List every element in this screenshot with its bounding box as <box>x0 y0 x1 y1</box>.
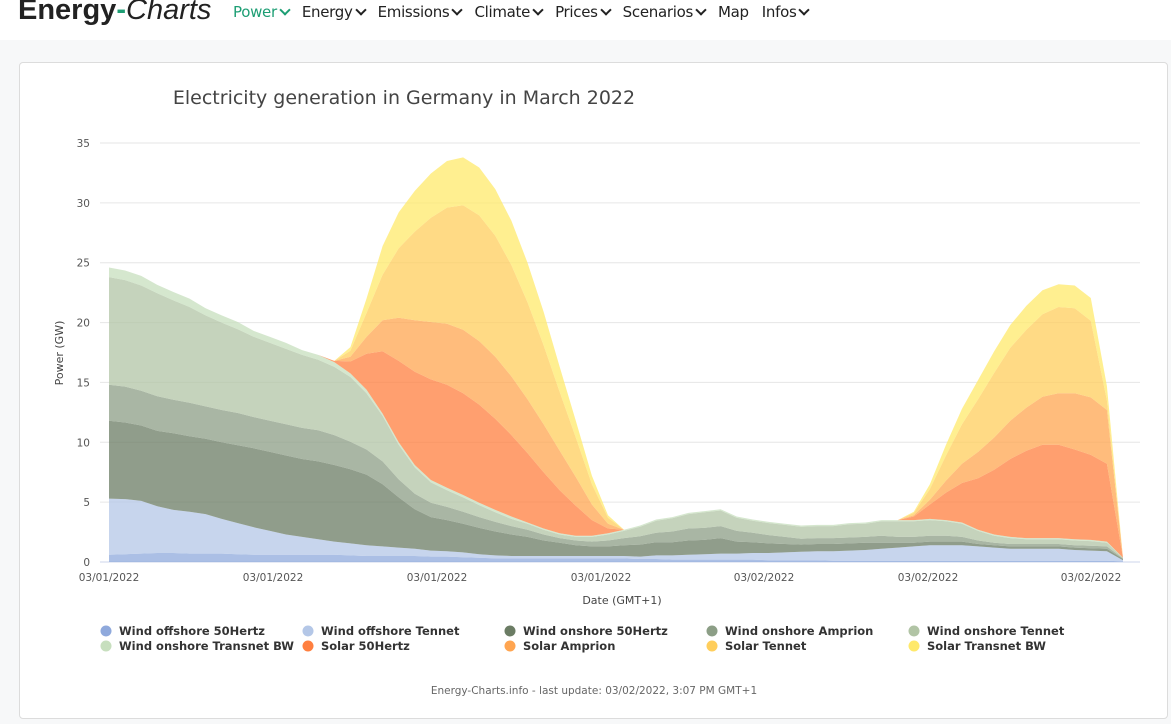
y-tick-label: 20 <box>77 318 90 330</box>
y-tick-label: 35 <box>77 138 90 150</box>
y-axis-ticks: 0 5 10 15 20 25 30 35 <box>77 138 90 569</box>
y-tick-label: 30 <box>77 198 90 210</box>
nav-item-label: Prices <box>555 3 598 21</box>
y-axis-label: Power (GW) <box>53 321 66 386</box>
legend-label: Solar Amprion <box>523 639 615 653</box>
top-navbar: Energy-Charts Power Energy Emissions Climat… <box>0 0 1171 40</box>
chevron-down-icon <box>354 3 367 16</box>
legend-swatch-icon <box>706 625 718 637</box>
chart-card: Electricity generation in Germany in Mar… <box>19 62 1168 719</box>
nav-item-label: Climate <box>474 3 531 21</box>
x-axis-label: Date (GMT+1) <box>582 594 661 607</box>
legend-item[interactable]: Wind onshore Amprion <box>706 624 874 638</box>
nav-item-emissions[interactable]: Emissions <box>377 3 464 21</box>
area-wind-offshore-tennet[interactable] <box>109 498 1123 562</box>
logo-main: Energy <box>18 0 117 26</box>
x-tick-label: 03/01/2022 <box>243 572 304 584</box>
area-wind-onshore-tennet[interactable] <box>109 277 1123 559</box>
x-tick-label: 03/02/2022 <box>1061 572 1122 584</box>
chevron-down-icon <box>695 3 707 16</box>
legend-label: Solar 50Hertz <box>321 639 410 653</box>
legend-swatch-icon <box>706 640 718 652</box>
nav-item-energy[interactable]: Energy <box>301 3 367 21</box>
logo[interactable]: Energy-Charts <box>18 0 211 27</box>
area-wind-offshore-50hertz[interactable] <box>109 553 1123 562</box>
legend-label: Wind onshore 50Hertz <box>523 624 668 638</box>
chart-svg: Electricity generation in Germany in Mar… <box>53 87 1140 697</box>
legend-label: Wind onshore Amprion <box>725 624 873 638</box>
chevron-down-icon <box>451 3 464 16</box>
nav-item-label: Infos <box>761 3 797 21</box>
y-tick-label: 10 <box>77 437 90 449</box>
nav-item-map[interactable]: Map <box>718 3 749 21</box>
nav-item-label: Power <box>233 3 277 21</box>
x-tick-label: 03/01/2022 <box>79 572 140 584</box>
chevron-down-icon <box>532 3 544 16</box>
legend-swatch-icon <box>504 625 516 637</box>
nav-item-infos[interactable]: Infos <box>761 3 811 21</box>
legend-label: Solar Transnet BW <box>927 639 1046 653</box>
chevron-down-icon <box>600 3 612 16</box>
y-tick-label: 0 <box>83 557 90 569</box>
y-tick-label: 5 <box>83 497 90 509</box>
credit-text: Energy-Charts.info - last update: 03/02/… <box>431 685 757 697</box>
legend-swatch-icon <box>908 640 920 652</box>
nav-item-prices[interactable]: Prices <box>555 3 612 21</box>
legend-swatch-icon <box>100 640 112 652</box>
chart-title: Electricity generation in Germany in Mar… <box>173 87 635 109</box>
legend-label: Wind offshore 50Hertz <box>119 624 265 638</box>
legend-item[interactable]: Solar Tennet <box>706 639 807 653</box>
legend-label: Solar Tennet <box>725 639 807 653</box>
logo-italic: Charts <box>126 0 212 26</box>
legend-label: Wind onshore Tennet <box>927 624 1065 638</box>
legend-swatch-icon <box>100 625 112 637</box>
legend-item[interactable]: Wind offshore 50Hertz <box>100 624 266 638</box>
nav-item-label: Map <box>718 3 749 21</box>
logo-dash: - <box>116 0 126 26</box>
nav-item-label: Energy <box>301 3 353 21</box>
x-tick-label: 03/02/2022 <box>898 572 959 584</box>
nav-item-climate[interactable]: Climate <box>474 3 544 21</box>
x-tick-label: 03/02/2022 <box>734 572 795 584</box>
legend-swatch-icon <box>504 640 516 652</box>
area-solar-50hertz[interactable] <box>109 267 1123 558</box>
legend-item[interactable]: Wind onshore 50Hertz <box>504 624 669 638</box>
x-axis-ticks: 03/01/2022 03/01/2022 03/01/2022 03/01/2022… <box>79 572 1122 584</box>
nav-item-label: Emissions <box>377 3 450 21</box>
legend-item[interactable]: Solar Transnet BW <box>908 639 1047 653</box>
chevron-down-icon <box>798 3 811 16</box>
area-wind-onshore-50hertz[interactable] <box>109 420 1123 561</box>
legend-label: Wind offshore Tennet <box>321 624 460 638</box>
legend-swatch-icon <box>302 625 314 637</box>
legend-swatch-icon <box>302 640 314 652</box>
legend-item[interactable]: Wind offshore Tennet <box>302 624 460 638</box>
y-tick-label: 25 <box>77 258 90 270</box>
legend-item[interactable]: Solar 50Hertz <box>302 639 411 653</box>
legend-label: Wind onshore Transnet BW <box>119 639 294 653</box>
legend-swatch-icon <box>908 625 920 637</box>
legend-item[interactable]: Solar Amprion <box>504 639 616 653</box>
legend-item[interactable]: Wind onshore Transnet BW <box>100 639 295 653</box>
area-series <box>109 157 1123 562</box>
nav-item-scenarios[interactable]: Scenarios <box>622 3 707 21</box>
nav-item-label: Scenarios <box>622 3 694 21</box>
x-tick-label: 03/01/2022 <box>407 572 468 584</box>
x-tick-label: 03/01/2022 <box>571 572 632 584</box>
legend: Wind offshore 50Hertz Wind offshore Tenne… <box>100 624 1065 653</box>
main-nav: Power Energy Emissions Climate Prices Scenari… <box>233 3 821 21</box>
legend-item[interactable]: Wind onshore Tennet <box>908 624 1065 638</box>
y-tick-label: 15 <box>77 377 90 389</box>
chevron-down-icon <box>279 3 291 16</box>
nav-item-power[interactable]: Power <box>233 3 291 21</box>
